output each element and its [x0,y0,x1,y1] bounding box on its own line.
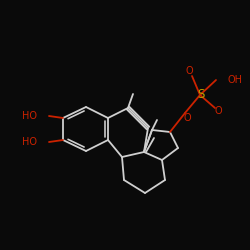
Text: OH: OH [228,75,243,85]
Text: HO: HO [22,111,37,121]
Text: O: O [214,106,222,116]
Text: HO: HO [22,137,37,147]
Text: O: O [183,113,191,123]
Text: S: S [197,88,205,102]
Text: O: O [185,66,193,76]
